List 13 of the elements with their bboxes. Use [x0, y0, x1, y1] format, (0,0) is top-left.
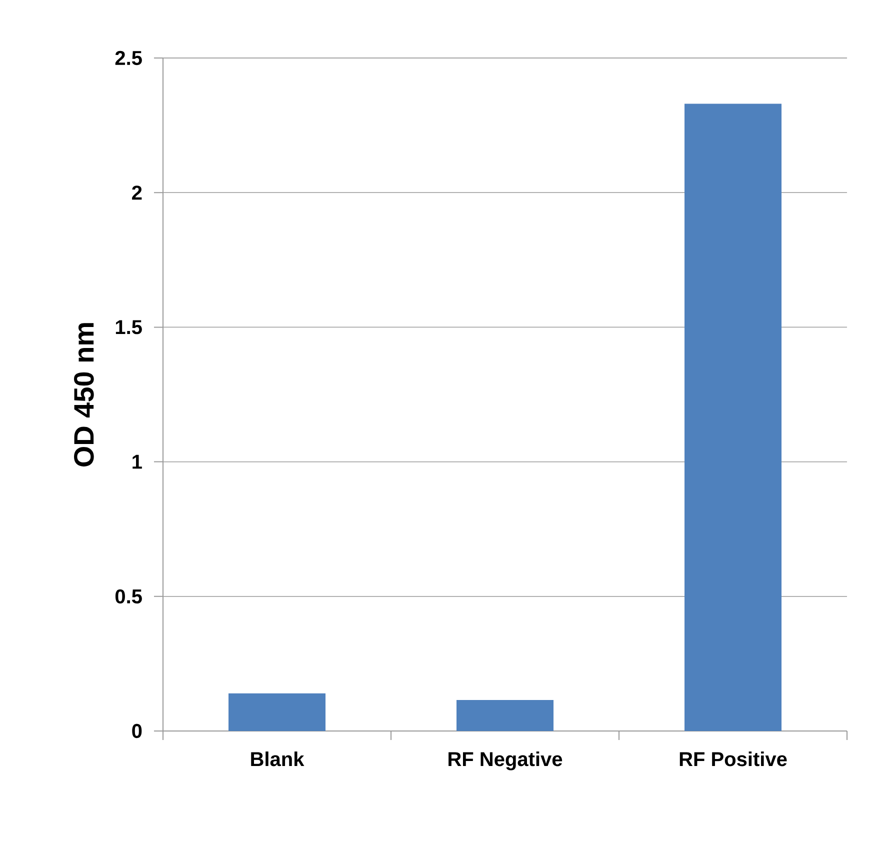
x-tick-label: Blank [251, 752, 304, 766]
bar [456, 700, 554, 731]
y-tick-label: 1 [132, 454, 142, 469]
y-tick-label: 1.5 [116, 320, 142, 334]
y-tick-label: 2 [132, 186, 142, 200]
y-tick-label: 0.5 [115, 589, 142, 604]
y-tick-label: 0 [132, 724, 142, 738]
y-axis-title: OD 450 nm [74, 323, 94, 466]
bar [228, 693, 326, 731]
x-tick-label: RF Negative [448, 752, 562, 770]
bar [684, 104, 782, 731]
y-tick-label: 2.5 [115, 50, 142, 66]
x-tick-label: RF Positive [680, 752, 787, 766]
